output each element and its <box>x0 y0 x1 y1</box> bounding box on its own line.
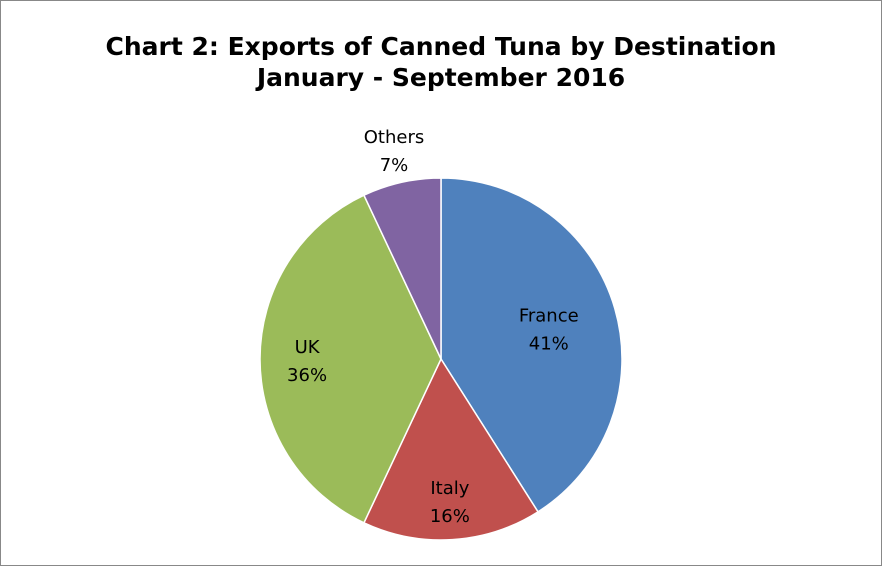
chart-title: Chart 2: Exports of Canned Tuna by Desti… <box>105 32 777 61</box>
slice-value-others: 7% <box>380 155 409 176</box>
pie-slice-france <box>440 177 623 513</box>
slice-value-france: 41% <box>529 334 569 355</box>
slice-label-others: Others <box>364 127 425 148</box>
chart-subtitle: January - September 2016 <box>256 63 626 92</box>
slice-label-uk: UK <box>295 337 321 358</box>
slice-label-italy: Italy <box>430 478 469 499</box>
slice-label-france: France <box>519 306 579 327</box>
chart-title-block: Chart 2: Exports of Canned Tuna by Desti… <box>1 31 881 93</box>
pie-slice-uk <box>259 194 442 524</box>
slice-value-uk: 36% <box>287 365 327 386</box>
pie-slice-others <box>362 177 442 360</box>
slice-value-italy: 16% <box>430 506 470 527</box>
pie-slice-italy <box>362 357 540 541</box>
